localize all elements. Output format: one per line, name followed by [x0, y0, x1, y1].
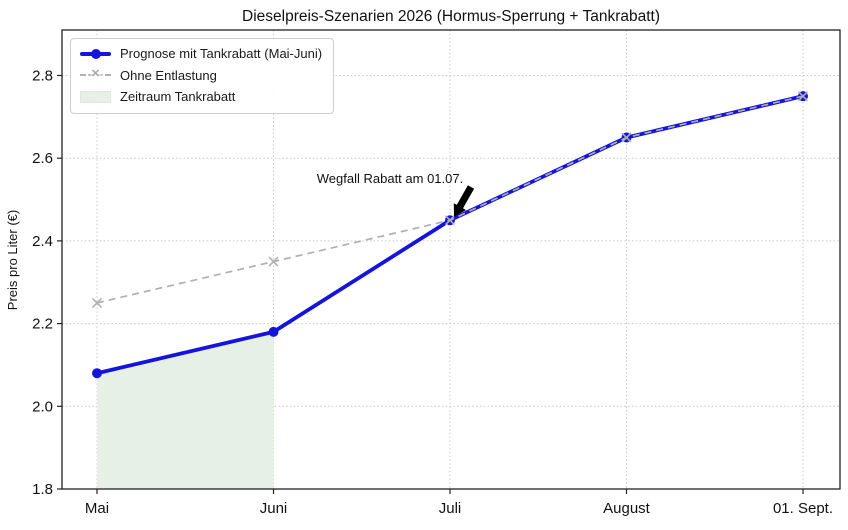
y-tick-label: 2.4 — [32, 233, 53, 250]
x-tick-label: 01. Sept. — [773, 500, 833, 517]
legend-gray-dashed-marker-icon: ✕ — [80, 68, 111, 82]
series-prognose-marker — [268, 326, 279, 337]
legend-label-prognose: Prognose mit Tankrabatt (Mai-Juni) — [120, 46, 323, 61]
y-tick-label: 2.0 — [32, 398, 53, 415]
x-tick-label: August — [603, 500, 651, 517]
chart-title: Dieselpreis-Szenarien 2026 (Hormus-Sperr… — [242, 8, 660, 25]
series-ohne-marker — [621, 132, 632, 143]
x-tick-label: Juli — [439, 500, 462, 517]
series-ohne-marker — [268, 256, 279, 267]
shaded-region — [97, 331, 274, 489]
series-ohne-marker — [444, 215, 456, 226]
legend-label-ohne-entlastung: Ohne Entlastung — [120, 67, 217, 83]
series-ohne-marker — [797, 91, 809, 102]
x-marker-icon: ✕ — [89, 68, 102, 82]
legend-green-patch-icon — [80, 90, 111, 104]
x-tick-label: Mai — [85, 500, 109, 517]
y-tick-label: 2.6 — [32, 150, 53, 167]
x-tick-label: Juni — [260, 500, 288, 517]
legend: Prognose mit Tankrabatt (Mai-Juni) ✕ Ohn… — [70, 38, 335, 114]
y-tick-label: 1.8 — [32, 481, 53, 498]
series-ohne-marker — [91, 297, 103, 308]
legend-label-zeitraum: Zeitraum Tankrabatt — [120, 89, 236, 105]
y-axis-label: Preis pro Liter (€) — [5, 210, 20, 310]
legend-item-zeitraum: Zeitraum Tankrabatt — [80, 89, 322, 105]
annotation-text: Wegfall Rabatt am 01.07. — [317, 171, 463, 186]
legend-item-ohne-entlastung: ✕ Ohne Entlastung — [80, 68, 322, 84]
annotation-arrow-icon — [453, 185, 475, 217]
series-prognose-marker — [92, 368, 102, 379]
legend-blue-line-marker-icon — [80, 47, 111, 61]
legend-item-prognose: Prognose mit Tankrabatt (Mai-Juni) — [80, 46, 322, 62]
plot-border — [61, 29, 841, 490]
y-tick-label: 2.2 — [32, 316, 53, 333]
y-tick-label: 2.8 — [32, 67, 53, 84]
